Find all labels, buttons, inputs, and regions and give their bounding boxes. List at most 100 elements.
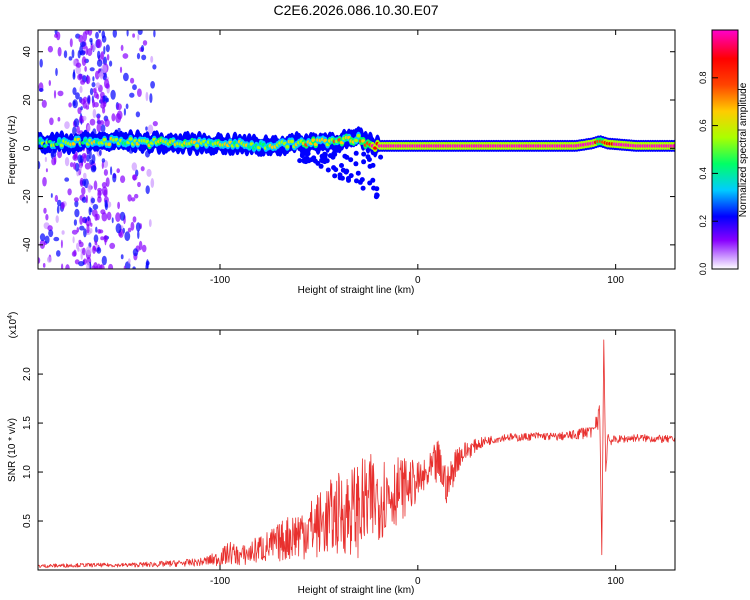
spectrogram-speckle [112, 172, 117, 183]
spectrogram-speckle [100, 264, 103, 269]
spectrogram-speckle [89, 118, 96, 126]
spectrogram-speckle [64, 177, 70, 182]
spectrogram-speckle [90, 197, 96, 204]
spectrogram-streak [378, 154, 384, 160]
spectrogram-speckle [135, 111, 141, 118]
spectrogram-speckle [74, 208, 80, 218]
spectrogram-speckle [45, 214, 49, 221]
spectrogram-streak [332, 173, 338, 179]
spectrogram-speckle [127, 194, 132, 202]
spectrogram-speckle [103, 169, 108, 176]
spectrogram-speckle [95, 70, 100, 80]
spectrogram-speckle [119, 211, 126, 221]
spectrogram-speckle [89, 228, 93, 234]
spectrogram-speckle [93, 91, 99, 99]
spectrogram-speckle [140, 166, 145, 172]
spectrogram-speckle [41, 99, 47, 108]
spectrogram-streak [360, 185, 366, 191]
spectrogram-speckle [76, 227, 80, 233]
spectrogram-speckle [111, 113, 116, 122]
spectrogram-speckle [96, 247, 102, 254]
spectrogram-speckle [132, 33, 136, 38]
spectrogram-speckle [141, 54, 147, 61]
spectrogram-speckle [100, 95, 104, 104]
spectrogram-speckle [150, 55, 154, 63]
spectrogram-band-core [354, 138, 359, 143]
spectrogram-speckle [74, 200, 79, 208]
spectrogram-streak [322, 154, 328, 160]
spectrogram-speckle [95, 213, 100, 221]
colorbar-gradient [711, 29, 739, 270]
spectrogram-speckle [73, 69, 76, 78]
spectrogram-speckle [90, 40, 93, 46]
spectrogram-streak [374, 192, 380, 198]
spectrogram-speckle [100, 124, 106, 133]
spectrogram-speckle [99, 120, 105, 126]
spectrogram-speckle [94, 266, 99, 269]
snr-panel: -100 0 100 0.5 1.0 1.5 2.0 Height of straight … [7, 312, 676, 596]
spectrogram-speckle [92, 245, 96, 251]
spectrogram-speckle [147, 124, 154, 135]
spectrogram-speckle [92, 88, 97, 93]
spectrogram-streak [324, 158, 330, 164]
spectrogram-speckle [72, 236, 75, 244]
snr-ytick-label: 2.0 [22, 367, 33, 381]
spectrogram-speckle [116, 168, 120, 174]
spectrogram-speckle [101, 255, 107, 266]
spectrogram-speckle [95, 31, 99, 39]
spectrogram-speckle [89, 88, 94, 96]
spectrogram-speckle [75, 65, 81, 75]
spectrogram-speckle [86, 223, 90, 234]
spectrogram-streak [357, 179, 363, 185]
spectrogram-ytick-label: -40 [22, 237, 33, 252]
spectrogram-speckle [122, 53, 129, 59]
spectrogram-speckle [132, 174, 137, 181]
spectrogram-speckle [64, 157, 70, 167]
spectrogram-ylabel: Frequency (Hz) [7, 116, 18, 185]
spectrogram-speckle [69, 162, 74, 168]
spectrogram-speckle [72, 99, 78, 109]
spectrogram-band-core [285, 145, 290, 149]
spectrogram-speckle [99, 70, 104, 80]
spectrogram-speckle [60, 239, 63, 249]
spectrogram-streak [353, 161, 359, 167]
spectrogram-speckle [85, 105, 90, 110]
spectrogram-streak [315, 160, 321, 166]
spectrogram-speckle [112, 30, 117, 38]
spectrogram-speckle [75, 92, 80, 100]
figure-title: C2E6.2026.086.10.30.E07 [273, 2, 438, 18]
spectrogram-speckle [80, 80, 86, 85]
spectrogram-speckle [101, 186, 108, 196]
spectrogram-speckle [73, 118, 80, 128]
spectrogram-speckle [145, 263, 149, 269]
spectrogram-speckle [73, 249, 77, 257]
spectrogram-streak [348, 157, 354, 163]
spectrogram-band-core [672, 144, 675, 148]
spectrogram-speckle [92, 76, 95, 82]
spectrogram-speckle [152, 64, 157, 70]
spectrogram-speckle [90, 43, 93, 51]
spectrogram-band-core [290, 139, 294, 144]
spectrogram-speckle [120, 44, 124, 52]
spectrogram-speckle [80, 106, 83, 111]
spectrogram-speckle [81, 187, 86, 195]
colorbar-tick-label: 0.0 [698, 263, 708, 276]
spectrogram-speckle [45, 168, 48, 173]
spectrogram-speckle [90, 222, 93, 227]
spectrogram-speckle [135, 222, 141, 232]
spectrogram-speckle [150, 178, 155, 188]
spectrogram-speckle [67, 188, 72, 196]
spectrogram-speckle [137, 88, 142, 97]
spectrogram-speckle [85, 246, 92, 256]
spectrogram-speckle [57, 90, 64, 97]
spectrogram-speckle [141, 244, 147, 253]
spectrogram-speckle [83, 228, 87, 238]
spectrogram-speckle [73, 219, 77, 226]
spectrogram-speckle [82, 247, 86, 256]
spectrogram-speckle [68, 56, 73, 61]
spectrogram-xtick-label: 100 [607, 275, 624, 286]
spectrogram-streak [361, 151, 367, 157]
spectrogram-speckle [119, 66, 123, 74]
spectrogram-xtick-label: 0 [415, 275, 421, 286]
spectrogram-speckle [96, 123, 102, 133]
